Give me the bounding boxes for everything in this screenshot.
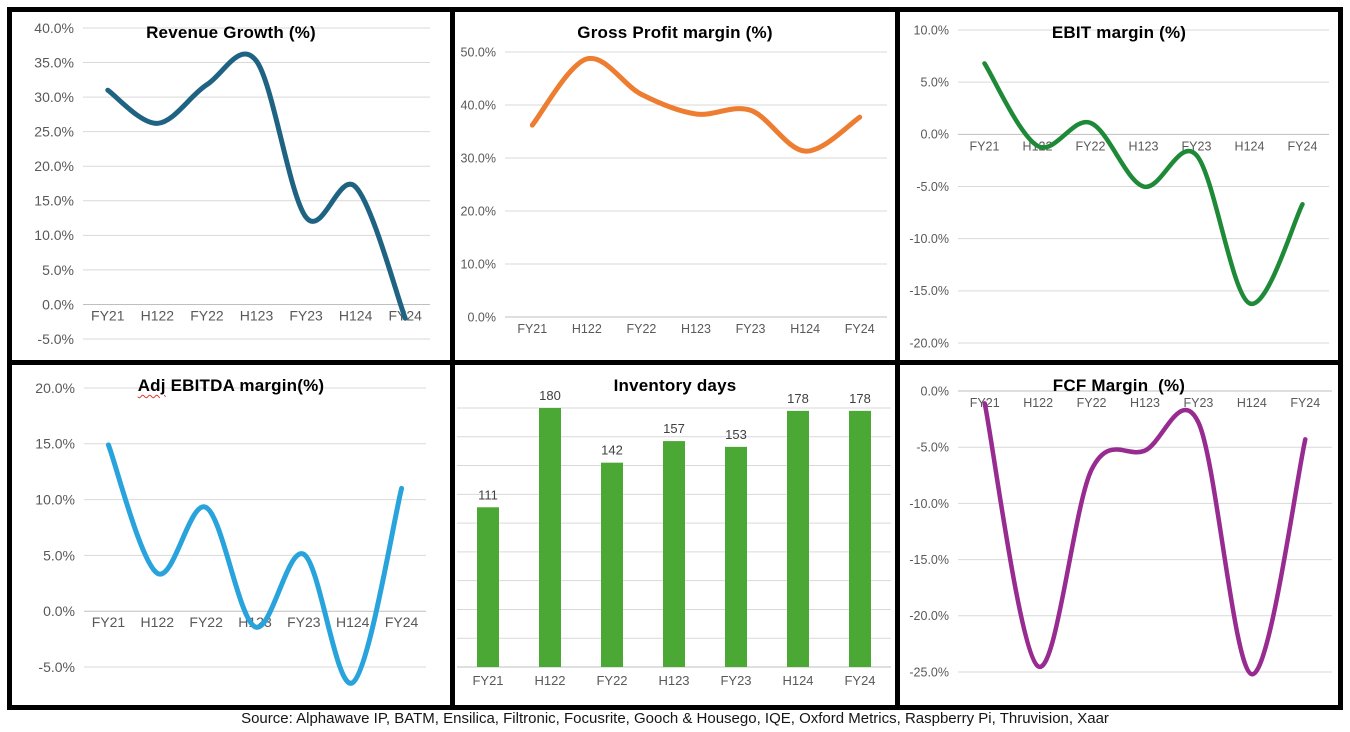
svg-text:FY21: FY21 xyxy=(92,614,126,630)
svg-text:H123: H123 xyxy=(1129,139,1159,153)
svg-text:H124: H124 xyxy=(1235,139,1265,153)
svg-text:-15.0%: -15.0% xyxy=(909,284,949,298)
svg-text:FY22: FY22 xyxy=(626,322,656,336)
svg-text:FY21: FY21 xyxy=(91,307,125,323)
svg-text:FY23: FY23 xyxy=(1183,396,1213,410)
svg-text:180: 180 xyxy=(539,388,561,403)
svg-text:FY24: FY24 xyxy=(845,322,875,336)
svg-text:H122: H122 xyxy=(141,614,175,630)
svg-text:5.0%: 5.0% xyxy=(43,547,75,563)
svg-text:0.0%: 0.0% xyxy=(42,296,74,312)
svg-text:0.0%: 0.0% xyxy=(43,603,75,619)
svg-text:178: 178 xyxy=(849,391,871,406)
svg-text:157: 157 xyxy=(663,421,685,436)
svg-text:0.0%: 0.0% xyxy=(468,310,497,324)
svg-text:H123: H123 xyxy=(681,322,711,336)
svg-text:-25.0%: -25.0% xyxy=(909,665,949,679)
svg-text:50.0%: 50.0% xyxy=(461,45,496,59)
adj-ebitda-margin-chart: 20.0% 15.0% 10.0% 5.0% 0.0% -5.0% FY21 H122 FY22… xyxy=(35,380,426,686)
svg-text:10.0%: 10.0% xyxy=(914,23,949,37)
svg-text:153: 153 xyxy=(725,427,747,442)
svg-text:FY22: FY22 xyxy=(596,673,627,688)
svg-text:FY23: FY23 xyxy=(287,614,321,630)
svg-text:H123: H123 xyxy=(658,673,689,688)
svg-text:FY22: FY22 xyxy=(1076,139,1106,153)
svg-text:30.0%: 30.0% xyxy=(34,89,74,105)
panel-revenue-growth: 40.0% 35.0% 30.0% 25.0% 20.0% 15.0% 10.0% 5.0% 0… xyxy=(12,12,450,360)
svg-text:H122: H122 xyxy=(1023,396,1053,410)
chart-grid: 40.0% 35.0% 30.0% 25.0% 20.0% 15.0% 10.0% 5.0% 0… xyxy=(7,7,1343,710)
svg-text:20.0%: 20.0% xyxy=(461,204,496,218)
svg-text:111: 111 xyxy=(478,487,498,502)
svg-text:-5.0%: -5.0% xyxy=(916,441,949,455)
svg-text:-5.0%: -5.0% xyxy=(37,331,74,347)
svg-text:H124: H124 xyxy=(1237,396,1267,410)
panel-inventory-days: FY21 H122 FY22 H123 FY23 H124 FY24 111 180 142 157… xyxy=(455,365,895,705)
svg-text:FY24: FY24 xyxy=(1288,139,1318,153)
gross-profit-margin-chart: 50.0% 40.0% 30.0% 20.0% 10.0% 0.0% FY21 H122 FY2… xyxy=(461,45,887,336)
svg-text:H124: H124 xyxy=(790,322,820,336)
svg-text:20.0%: 20.0% xyxy=(34,158,74,174)
svg-text:10.0%: 10.0% xyxy=(34,227,74,243)
panel-gross-profit-margin: 50.0% 40.0% 30.0% 20.0% 10.0% 0.0% FY21 H122 FY2… xyxy=(455,12,895,360)
panel-ebit-margin: 10.0% 5.0% 0.0% -5.0% -10.0% -15.0% -20.0% FY21… xyxy=(900,12,1338,360)
svg-text:40.0%: 40.0% xyxy=(461,98,496,112)
svg-text:H124: H124 xyxy=(339,307,373,323)
inventory-days-chart: FY21 H122 FY22 H123 FY23 H124 FY24 111 180 142 157… xyxy=(457,388,891,688)
svg-text:142: 142 xyxy=(601,443,623,458)
svg-text:-5.0%: -5.0% xyxy=(38,659,75,675)
svg-text:FY23: FY23 xyxy=(736,322,766,336)
svg-text:FY24: FY24 xyxy=(385,614,419,630)
svg-text:-5.0%: -5.0% xyxy=(916,180,949,194)
svg-text:FY23: FY23 xyxy=(720,673,751,688)
panel-fcf-margin: 0.0% -5.0% -10.0% -15.0% -20.0% -25.0% FY21 H12… xyxy=(900,365,1338,705)
svg-text:FY21: FY21 xyxy=(472,673,503,688)
svg-text:10.0%: 10.0% xyxy=(35,492,75,508)
svg-text:15.0%: 15.0% xyxy=(35,436,75,452)
svg-text:FY22: FY22 xyxy=(190,307,224,323)
fcf-margin-chart: 0.0%-5.0%-10.0%-15.0%-20.0%-25.0%FY21 H12… xyxy=(909,384,1332,679)
svg-text:FY23: FY23 xyxy=(289,307,323,323)
svg-text:25.0%: 25.0% xyxy=(34,124,74,140)
svg-text:-10.0%: -10.0% xyxy=(909,497,949,511)
svg-text:10.0%: 10.0% xyxy=(461,257,496,271)
svg-text:0.0%: 0.0% xyxy=(921,128,950,142)
svg-text:H122: H122 xyxy=(534,673,565,688)
svg-text:5.0%: 5.0% xyxy=(42,262,74,278)
svg-text:0.0%: 0.0% xyxy=(921,384,950,398)
svg-text:5.0%: 5.0% xyxy=(921,76,950,90)
svg-text:15.0%: 15.0% xyxy=(34,193,74,209)
svg-text:40.0%: 40.0% xyxy=(34,20,74,36)
svg-text:H123: H123 xyxy=(1130,396,1160,410)
ebit-margin-chart: 10.0% 5.0% 0.0% -5.0% -10.0% -15.0% -20.0% FY21… xyxy=(909,23,1329,350)
svg-text:-10.0%: -10.0% xyxy=(909,232,949,246)
svg-text:FY24: FY24 xyxy=(1290,396,1320,410)
svg-text:-15.0%: -15.0% xyxy=(909,553,949,567)
svg-text:FY21: FY21 xyxy=(517,322,547,336)
svg-text:20.0%: 20.0% xyxy=(35,380,75,396)
svg-text:FY24: FY24 xyxy=(844,673,875,688)
svg-text:FY22: FY22 xyxy=(1077,396,1107,410)
panel-adj-ebitda-margin: 20.0% 15.0% 10.0% 5.0% 0.0% -5.0% FY21 H122 FY22… xyxy=(12,365,450,705)
svg-text:FY22: FY22 xyxy=(189,614,223,630)
svg-text:FY21: FY21 xyxy=(970,139,1000,153)
revenue-growth-chart: 40.0% 35.0% 30.0% 25.0% 20.0% 15.0% 10.0% 5.0% 0… xyxy=(34,20,430,347)
svg-text:H124: H124 xyxy=(782,673,813,688)
svg-text:H122: H122 xyxy=(572,322,602,336)
svg-text:35.0%: 35.0% xyxy=(34,54,74,70)
source-note: Source: Alphawave IP, BATM, Ensilica, Fi… xyxy=(241,710,1109,727)
svg-text:H123: H123 xyxy=(240,307,274,323)
svg-text:-20.0%: -20.0% xyxy=(909,336,949,350)
svg-text:H122: H122 xyxy=(141,307,175,323)
svg-text:178: 178 xyxy=(787,391,809,406)
svg-text:30.0%: 30.0% xyxy=(461,151,496,165)
svg-text:-20.0%: -20.0% xyxy=(909,609,949,623)
svg-text:H124: H124 xyxy=(336,614,370,630)
